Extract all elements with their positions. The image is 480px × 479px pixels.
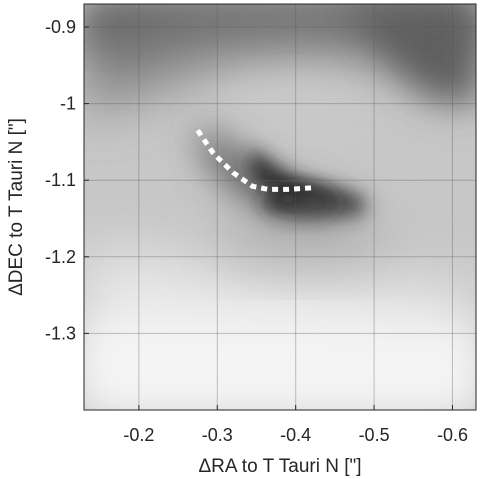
x-tick-label: -0.6 [437, 425, 468, 445]
overlay-dotted-line [195, 128, 312, 192]
x-tick-label: -0.3 [202, 425, 233, 445]
plot-frame [83, 3, 477, 411]
y-tick-label: -1 [60, 94, 76, 114]
y-axis-label: ΔDEC to T Tauri N ["] [6, 118, 27, 296]
x-axis-label: ΔRA to T Tauri N ["] [198, 456, 361, 477]
overlay-dotted-path [195, 128, 312, 192]
x-tick-label: -0.5 [359, 425, 390, 445]
y-tick-label: -0.9 [45, 17, 76, 37]
y-tick-label: -1.2 [45, 247, 76, 267]
x-tick-label: -0.2 [123, 425, 154, 445]
heatmap-image [84, 4, 476, 410]
y-axis-ticks: -0.9 -1 -1.1 -1.2 -1.3 [45, 17, 89, 343]
y-tick-label: -1.1 [45, 170, 76, 190]
y-tick-label: -1.3 [45, 323, 76, 343]
x-tick-label: -0.4 [280, 425, 311, 445]
x-axis-ticks: -0.2 -0.3 -0.4 -0.5 -0.6 [123, 405, 468, 445]
grid-lines [84, 4, 476, 410]
